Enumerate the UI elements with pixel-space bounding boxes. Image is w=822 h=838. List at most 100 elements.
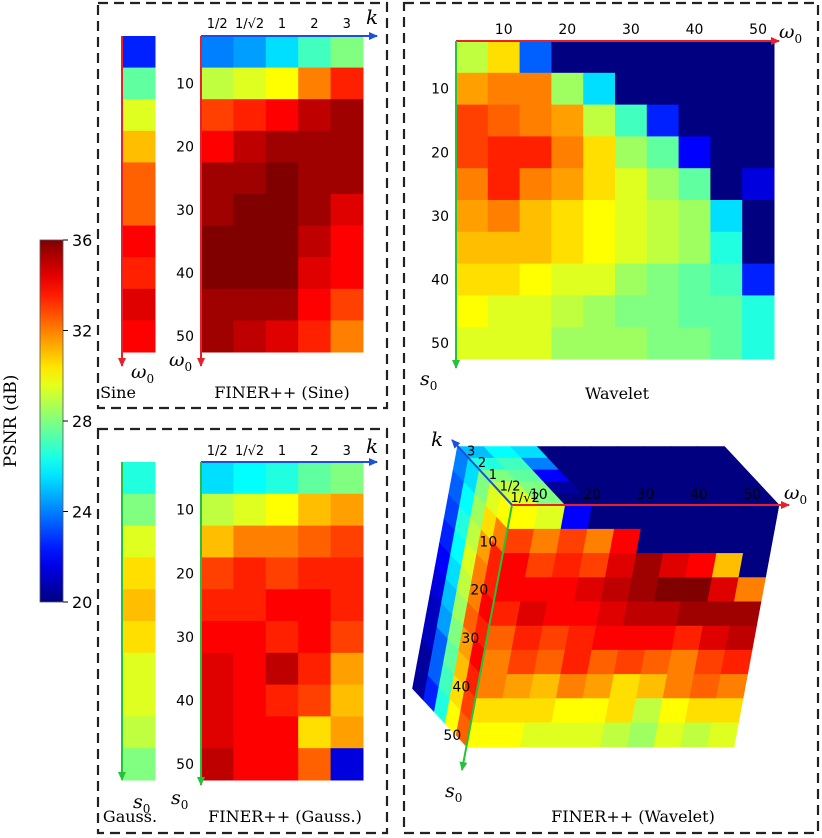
heatmap-cell [646, 72, 680, 106]
heatmap-cell [122, 493, 156, 527]
heatmap-cell [456, 327, 489, 360]
heatmap-cell [519, 41, 552, 74]
y-tick-label: 20 [176, 566, 194, 582]
heatmap-cell [615, 104, 648, 137]
heatmap-cell [667, 504, 700, 530]
heatmap-cell [583, 200, 616, 233]
heatmap-cell [487, 104, 521, 137]
panel-wavelet-frame [402, 1, 820, 835]
heatmap-cell [456, 168, 489, 201]
heatmap-cell [511, 625, 544, 651]
sine-column-caption: Sine [100, 383, 136, 402]
y-tick-label: 10 [176, 503, 194, 519]
y-tick-label: 50 [176, 757, 194, 773]
heatmap-cell [671, 625, 704, 651]
heatmap-cell [471, 698, 504, 724]
heatmap-cell [298, 36, 332, 69]
heatmap-cell [493, 577, 526, 603]
heatmap-cell [742, 72, 775, 106]
sine-column-ylabel: ω0 [131, 361, 154, 386]
heatmap-cell [600, 577, 633, 603]
panel-gauss-frame [96, 427, 389, 835]
heatmap-cell [201, 557, 234, 590]
x-tick-label: 1 [278, 444, 286, 459]
heatmap-cell [710, 200, 743, 233]
heatmap-cell [330, 493, 364, 527]
finer-sine-caption: FINER++ (Sine) [214, 383, 349, 402]
heatmap-cell [298, 462, 332, 495]
x-tick-label: 30 [637, 487, 655, 503]
heatmap-cell [265, 130, 299, 163]
heatmap-cell [122, 194, 156, 227]
x-tick-label: 10 [495, 22, 513, 38]
heatmap-cell [265, 99, 299, 132]
heatmap-cell [742, 231, 775, 265]
wavelet-heatmap [456, 41, 775, 360]
heatmap-cell [519, 168, 552, 201]
heatmap-cell [653, 577, 686, 603]
sine-column-heatmap [122, 36, 156, 353]
heatmap-cell [456, 263, 489, 296]
heatmap-cell [587, 504, 620, 530]
heatmap-cell [298, 716, 332, 749]
heatmap-cell [201, 257, 234, 290]
heatmap-cell [456, 41, 489, 74]
heatmap-cell [519, 136, 552, 169]
heatmap-cell [635, 674, 668, 699]
heatmap-cell [519, 104, 552, 137]
heatmap-cell [330, 652, 364, 686]
heatmap-cell [613, 504, 646, 530]
heatmap-cell [646, 231, 680, 265]
heatmap-cell [742, 41, 775, 74]
heatmap-cell [233, 748, 267, 781]
heatmap-cell [330, 621, 364, 654]
heatmap-cell [456, 231, 489, 265]
heatmap-cell [122, 589, 156, 622]
heatmap-cell [710, 104, 743, 137]
heatmap-cell [298, 684, 332, 717]
heatmap-cell [742, 295, 775, 328]
heatmap-cell [644, 625, 677, 651]
heatmap-cell [600, 722, 633, 748]
heatmap-cell [330, 748, 364, 781]
heatmap-cell [201, 748, 234, 781]
heatmap-cell [564, 625, 597, 651]
heatmap-cell [738, 553, 771, 578]
heatmap-cell [684, 698, 717, 724]
heatmap-cell [122, 162, 156, 195]
heatmap-cell [710, 72, 743, 106]
heatmap-cell [658, 698, 690, 724]
heatmap-cell [582, 528, 615, 554]
heatmap-cell [265, 320, 299, 353]
heatmap-cell [742, 200, 775, 233]
heatmap-cell [456, 295, 489, 328]
heatmap-cell [298, 652, 332, 686]
heatmap-cell [680, 577, 713, 603]
k-tick-label: 2 [478, 456, 486, 471]
finer-gauss-xlabel: k [366, 434, 378, 458]
heatmap-cell [233, 194, 267, 227]
heatmap-cell [233, 162, 267, 195]
y-tick-label: 30 [461, 631, 479, 647]
heatmap-cell [122, 652, 156, 686]
heatmap-cell [265, 716, 299, 749]
heatmap-cell [733, 577, 766, 603]
heatmap-cell [456, 72, 489, 106]
heatmap-cell [487, 168, 521, 201]
heatmap-cell [646, 295, 680, 328]
heatmap-cell [551, 698, 584, 724]
heatmap-cell [233, 684, 267, 717]
heatmap-cell [662, 528, 695, 554]
x-tick-label: 50 [749, 22, 767, 38]
heatmap-cell [502, 674, 535, 699]
heatmap-cell [265, 194, 299, 227]
heatmap-cell [122, 67, 156, 100]
heatmap-cell [542, 601, 575, 627]
heatmap-cell [233, 36, 267, 69]
heatmap-cell [233, 716, 267, 749]
heatmap-cell [604, 698, 637, 724]
finer-wavelet-xlabel: ω0 [784, 482, 807, 507]
heatmap-cell [573, 722, 606, 748]
heatmap-cell [577, 698, 610, 724]
heatmap-cell [493, 722, 526, 748]
